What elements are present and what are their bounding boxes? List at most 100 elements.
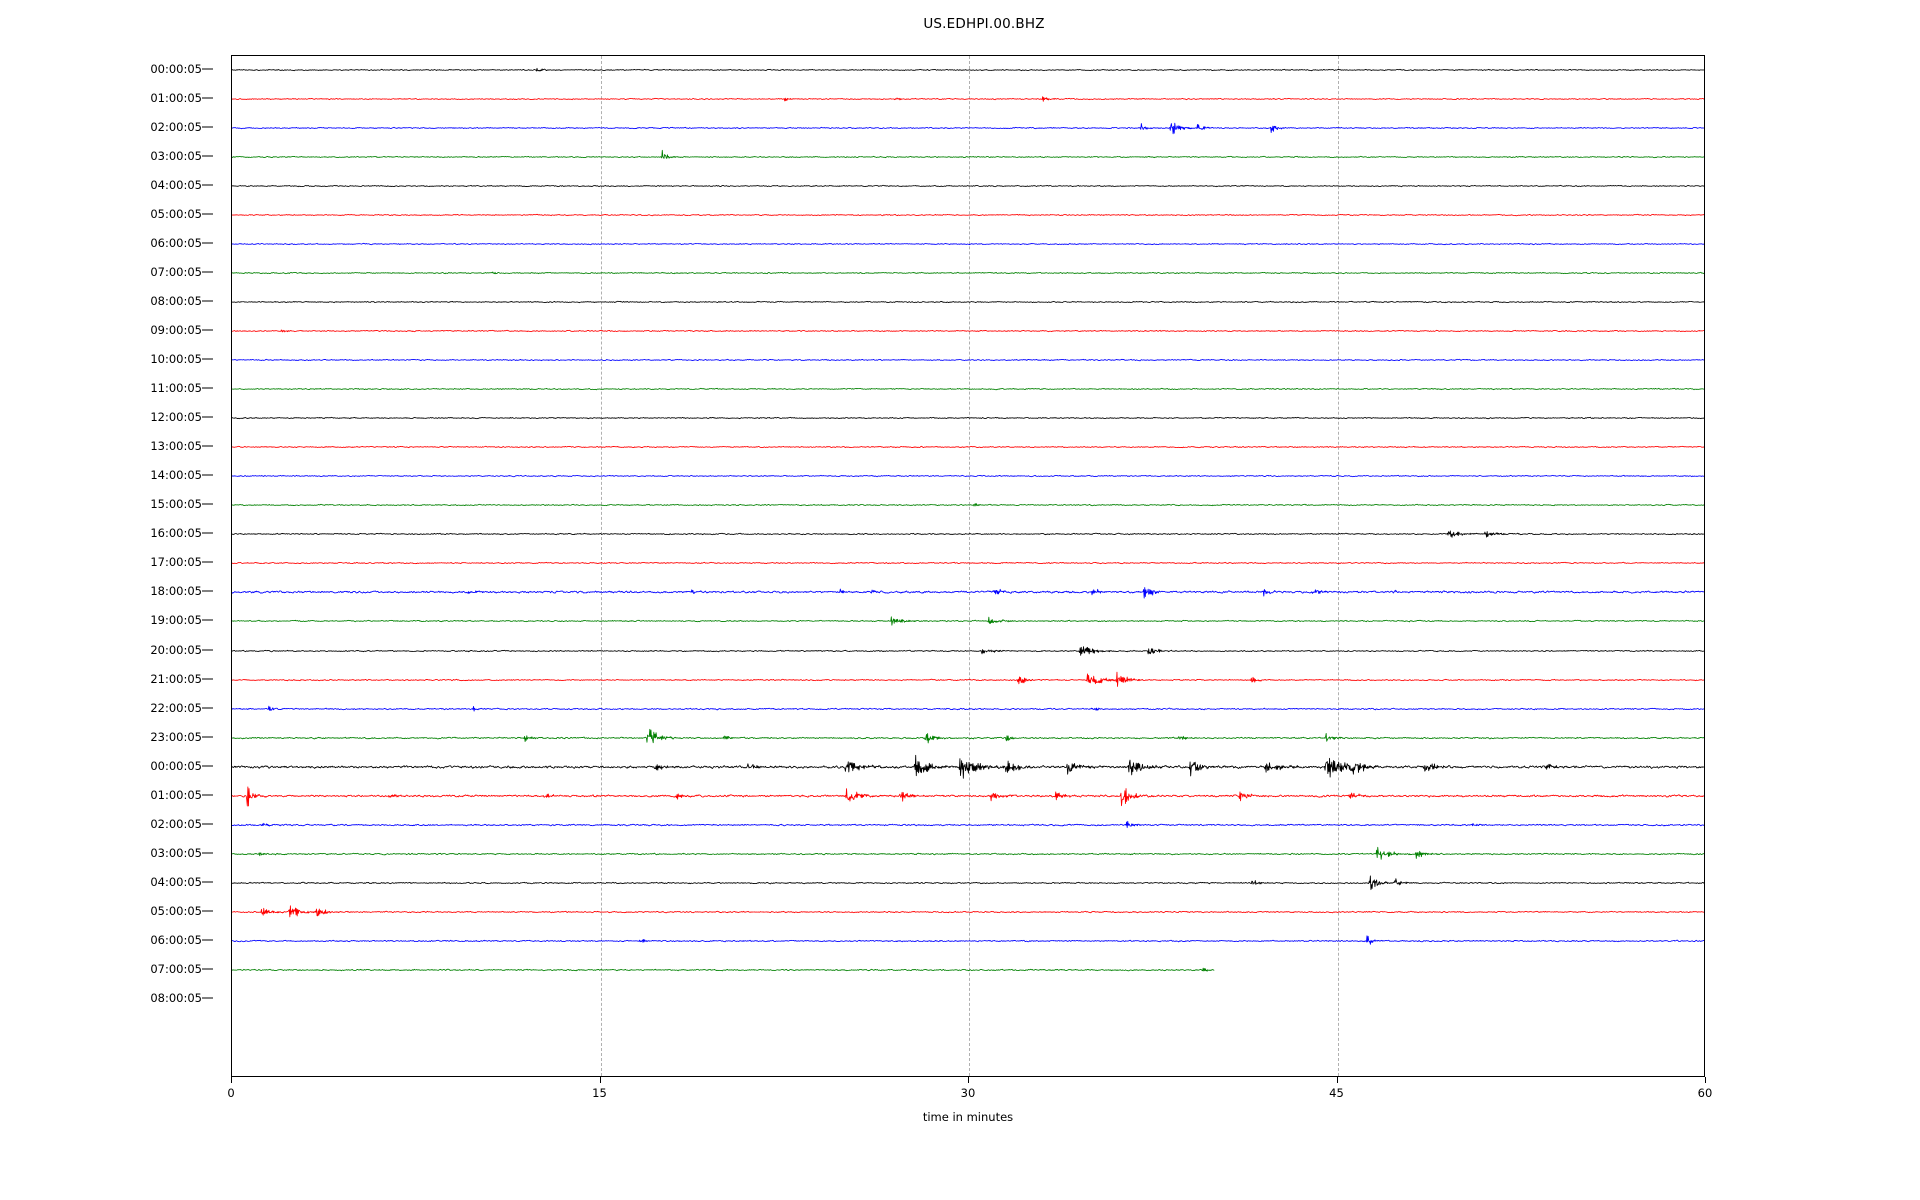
y-tick-label: 11:00:05 <box>150 381 202 396</box>
y-tick-mark <box>202 649 213 650</box>
y-tick-label: 00:00:05 <box>150 758 202 773</box>
waveform-trace <box>232 671 1704 687</box>
y-tick-mark <box>202 881 213 883</box>
x-tick-label: 45 <box>1329 1086 1344 1100</box>
waveform-trace <box>232 271 1704 274</box>
waveform-trace <box>232 184 1704 187</box>
y-tick-mark <box>202 184 213 186</box>
waveform-trace <box>232 820 1704 828</box>
y-tick-label: 00:00:05 <box>150 61 202 76</box>
y-tick-mark <box>202 329 213 331</box>
y-tick-label: 09:00:05 <box>150 322 202 337</box>
y-tick-label: 01:00:05 <box>150 90 202 105</box>
y-tick-label: 12:00:05 <box>150 410 202 425</box>
y-tick-label: 20:00:05 <box>150 642 202 657</box>
y-tick-label: 08:00:05 <box>150 991 202 1006</box>
y-tick-mark <box>202 445 213 447</box>
waveform-trace <box>232 242 1704 245</box>
y-tick-label: 08:00:05 <box>150 293 202 308</box>
y-tick-mark <box>202 242 213 244</box>
plot-area <box>231 55 1705 1077</box>
waveform-trace <box>232 329 1704 333</box>
waveform-trace <box>232 967 1215 972</box>
y-tick-mark <box>202 910 213 912</box>
y-tick-label: 10:00:05 <box>150 352 202 366</box>
y-tick-label: 02:00:05 <box>150 816 202 831</box>
y-tick-label: 05:00:05 <box>150 903 202 918</box>
y-tick-mark <box>202 503 213 505</box>
y-tick-label: 02:00:05 <box>150 119 202 134</box>
y-tick-label: 07:00:05 <box>150 962 202 977</box>
y-tick-mark <box>202 416 213 418</box>
y-tick-mark <box>202 532 213 534</box>
waveform-trace <box>232 300 1704 303</box>
y-tick-mark <box>202 387 213 389</box>
y-tick-mark <box>202 765 213 767</box>
waveform-trace <box>232 67 1704 71</box>
waveform-trace <box>232 905 1704 918</box>
waveform-trace <box>232 786 1704 807</box>
y-tick-mark <box>202 794 213 796</box>
y-tick-label: 06:00:05 <box>150 235 202 250</box>
y-tick-mark <box>202 823 213 825</box>
grid-line <box>969 56 970 1076</box>
page-title: US.EDHPI.00.BHZ <box>923 16 1045 32</box>
y-tick-label: 07:00:05 <box>150 264 202 279</box>
y-tick-label: 04:00:05 <box>150 874 202 889</box>
y-tick-mark <box>202 68 213 69</box>
y-tick-label: 16:00:05 <box>150 526 202 541</box>
y-tick-label: 23:00:05 <box>150 729 202 744</box>
y-tick-label: 03:00:05 <box>150 845 202 860</box>
waveform-trace <box>232 530 1704 539</box>
waveform-trace <box>232 122 1704 134</box>
x-axis-label: time in minutes <box>922 1110 1014 1124</box>
x-tick-label: 60 <box>1697 1086 1713 1100</box>
y-axis-labels: 00:00:05 01:00:05 02:00:05 03:00:05 04:00:05… <box>0 55 231 1077</box>
y-tick-mark <box>202 155 213 157</box>
waveform-trace <box>232 416 1704 420</box>
waveform-trace <box>232 445 1704 449</box>
y-tick-label: 01:00:05 <box>150 787 202 802</box>
y-tick-mark <box>202 300 213 302</box>
x-tick-label: 0 <box>227 1086 235 1100</box>
waveform-trace <box>232 213 1704 216</box>
x-tick-mark <box>1705 1077 1706 1083</box>
y-tick-label: 13:00:05 <box>150 439 202 454</box>
x-tick-mark <box>599 1077 601 1083</box>
waveform-trace <box>232 95 1704 102</box>
y-tick-label: 19:00:05 <box>150 613 202 628</box>
waveform-trace <box>232 875 1704 890</box>
y-tick-mark <box>202 619 213 621</box>
y-tick-mark <box>202 736 213 738</box>
y-tick-mark <box>202 997 213 999</box>
waveform-trace <box>232 728 1704 743</box>
x-tick-mark <box>231 1077 232 1083</box>
y-tick-label: 06:00:05 <box>150 933 202 947</box>
waveform-trace <box>232 562 1704 565</box>
x-axis-ticks: 0 15 30 45 60 <box>227 1077 1712 1117</box>
y-tick-mark <box>202 213 213 215</box>
y-tick-mark <box>202 271 213 273</box>
x-tick-label: 15 <box>592 1086 607 1100</box>
y-tick-mark <box>202 678 213 680</box>
waveform-trace <box>232 503 1704 507</box>
grid-line <box>1337 56 1339 1076</box>
y-tick-mark <box>202 126 213 128</box>
y-tick-label: 05:00:05 <box>150 206 202 221</box>
waveform-trace <box>232 705 1704 712</box>
y-tick-label: 21:00:05 <box>150 671 202 686</box>
y-tick-mark <box>202 968 213 970</box>
y-tick-mark <box>202 939 213 941</box>
waveform-trace <box>232 587 1704 599</box>
y-tick-mark <box>202 707 213 709</box>
waveform-trace <box>232 935 1704 945</box>
x-tick-mark <box>1336 1077 1338 1083</box>
y-tick-label: 18:00:05 <box>150 584 202 599</box>
y-tick-label: 03:00:05 <box>150 148 202 163</box>
y-tick-label: 04:00:05 <box>150 177 202 192</box>
y-tick-label: 22:00:05 <box>150 700 202 715</box>
x-tick-mark <box>968 1077 969 1083</box>
y-tick-mark <box>202 561 213 563</box>
waveform-trace <box>232 846 1704 860</box>
waveform-trace <box>232 645 1704 656</box>
